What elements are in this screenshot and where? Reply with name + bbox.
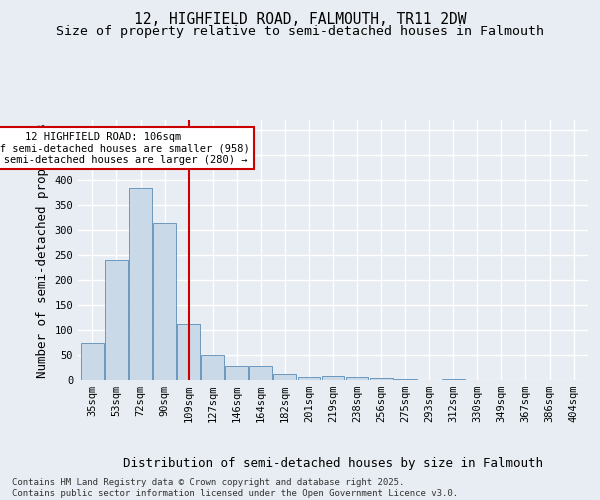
Bar [250,366,272,380]
Bar [129,188,152,380]
Bar [322,376,344,380]
Text: 12 HIGHFIELD ROAD: 106sqm
← 77% of semi-detached houses are smaller (958)
22% of: 12 HIGHFIELD ROAD: 106sqm ← 77% of semi-… [0,132,250,164]
Bar [274,374,296,380]
Text: Distribution of semi-detached houses by size in Falmouth: Distribution of semi-detached houses by … [123,458,543,470]
Bar [370,378,392,380]
Bar [81,342,104,380]
Bar [153,222,176,380]
Bar [394,379,416,380]
Y-axis label: Number of semi-detached properties: Number of semi-detached properties [36,122,49,378]
Text: 12, HIGHFIELD ROAD, FALMOUTH, TR11 2DW: 12, HIGHFIELD ROAD, FALMOUTH, TR11 2DW [134,12,466,28]
Bar [442,379,465,380]
Text: Size of property relative to semi-detached houses in Falmouth: Size of property relative to semi-detach… [56,25,544,38]
Bar [346,377,368,380]
Text: Contains HM Land Registry data © Crown copyright and database right 2025.
Contai: Contains HM Land Registry data © Crown c… [12,478,458,498]
Bar [201,355,224,380]
Bar [105,260,128,380]
Bar [226,366,248,380]
Bar [298,376,320,380]
Bar [177,324,200,380]
